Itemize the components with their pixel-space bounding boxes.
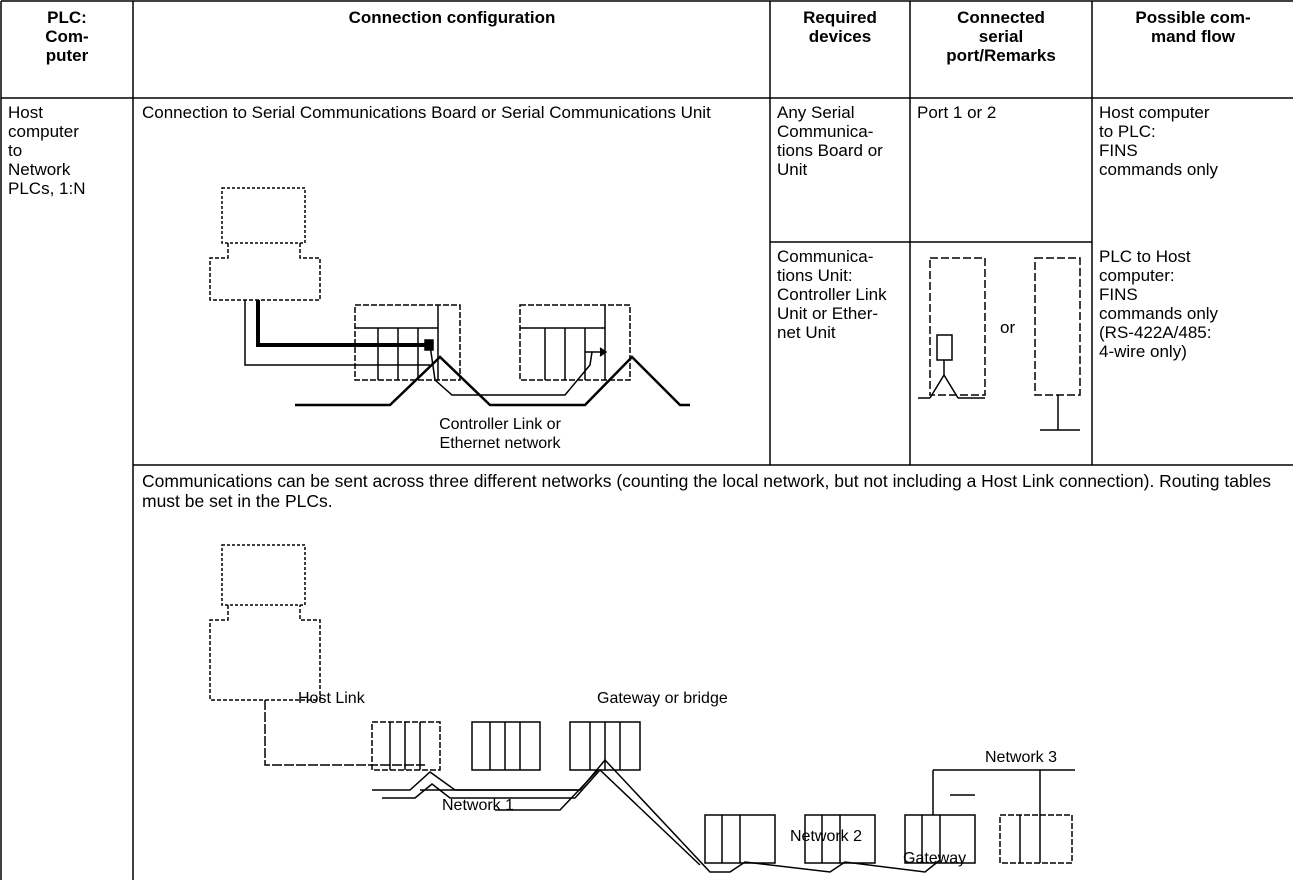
config-title: Connection to Serial Communications Boar… — [142, 103, 711, 122]
diagram-label: Network 3 — [985, 749, 1058, 766]
header-cell: Required devices — [803, 8, 877, 46]
diagram-1 — [209, 187, 690, 407]
header-cell: PLC: Com- puter — [45, 8, 89, 65]
flow-cell: Host computer to PLC: FINS commands only — [1099, 103, 1219, 179]
diagram-label: Gateway or bridge — [597, 690, 728, 707]
diagram-label: Host Link — [298, 690, 365, 707]
network-label: Controller Link or Ethernet network — [439, 416, 561, 452]
header-cell: Connected serial port/Remarks — [946, 8, 1056, 65]
diagram-label: Network 2 — [790, 828, 863, 845]
diagram-label: Gateway — [903, 850, 967, 867]
diagram-2 — [209, 544, 1075, 873]
flow-cell: PLC to Host computer: FINS commands only… — [1099, 247, 1219, 361]
diagram-label: Network 1 — [442, 797, 515, 814]
header-cell: Connection configuration — [348, 8, 556, 27]
row-label: Host computer to Network PLCs, 1:N — [8, 103, 86, 198]
port-cell: Port 1 or 2 — [917, 103, 997, 122]
config-text: Communications can be sent across three … — [142, 471, 1272, 511]
device-cell: Communica- tions Unit: Controller Link U… — [777, 247, 887, 342]
port-cell: or — [1000, 318, 1016, 337]
header-cell: Possible com- mand flow — [1135, 8, 1251, 46]
port-diagrams — [918, 257, 1081, 431]
device-cell: Any Serial Communica- tions Board or Uni… — [777, 103, 883, 179]
